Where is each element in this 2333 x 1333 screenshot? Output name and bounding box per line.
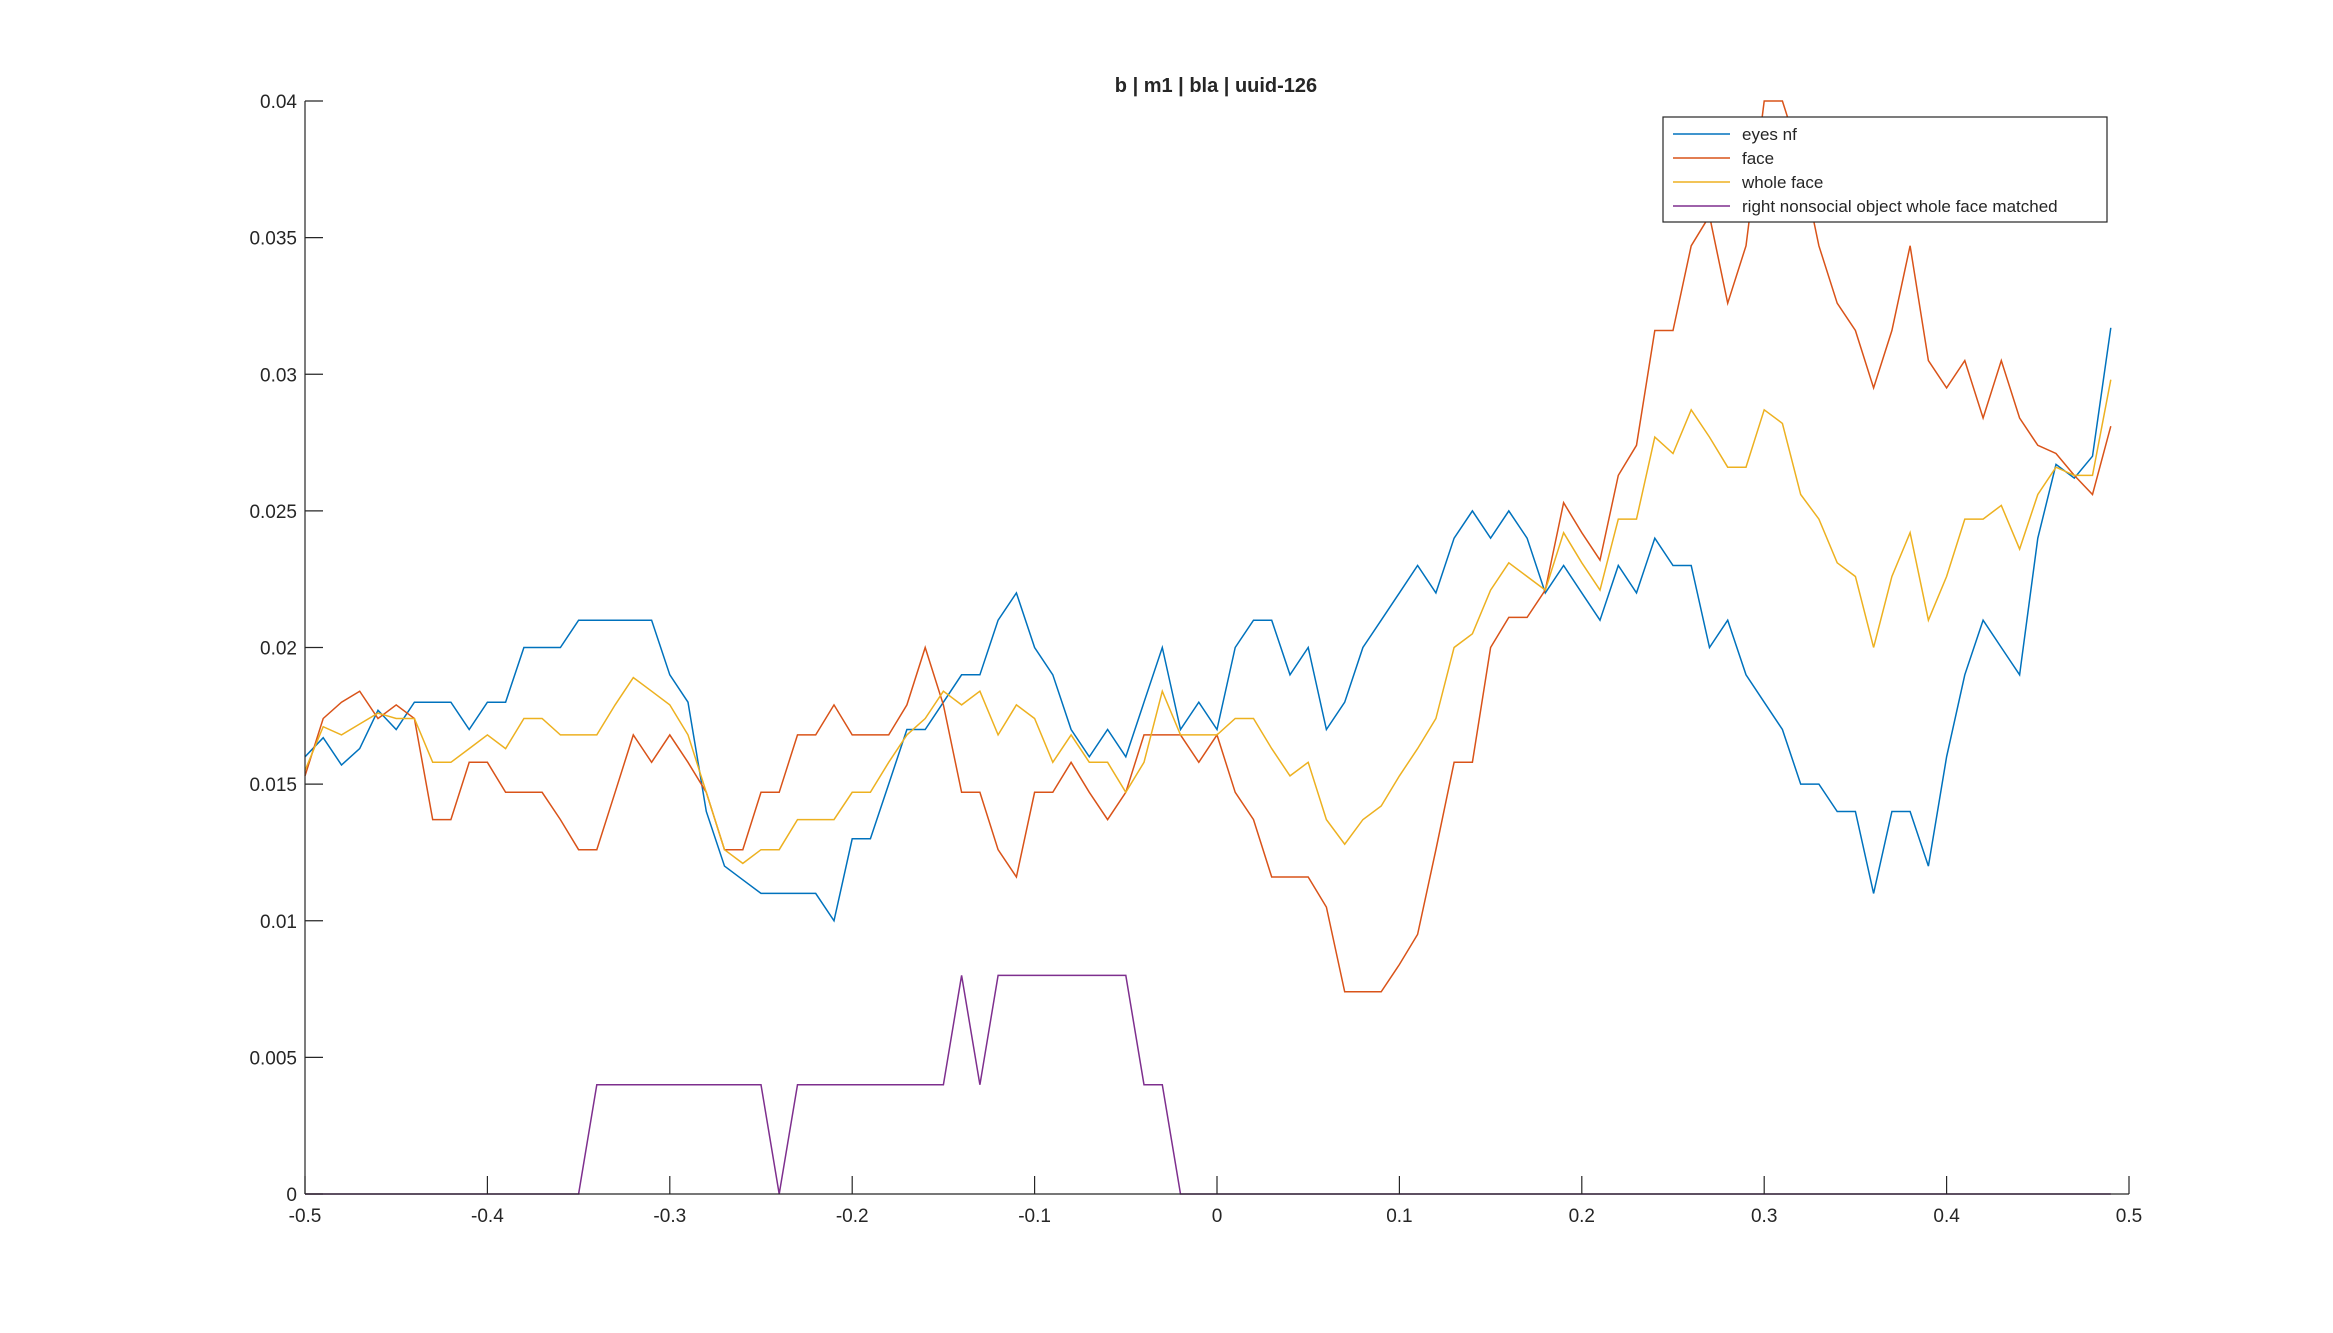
legend-label: right nonsocial object whole face matche… <box>1742 197 2058 216</box>
y-tick-label: 0.035 <box>249 229 297 250</box>
plot-background <box>305 101 2129 1194</box>
x-tick-label: -0.4 <box>471 1206 504 1227</box>
x-tick-label: 0.3 <box>1751 1206 1777 1227</box>
legend-label: eyes nf <box>1742 125 1797 144</box>
x-tick-label: 0.1 <box>1386 1206 1412 1227</box>
legend-label: whole face <box>1741 173 1823 192</box>
chart-title: b | m1 | bla | uuid-126 <box>1115 75 1317 97</box>
legend-items: eyes nf face whole face right nonsocial obj… <box>1673 125 2058 216</box>
x-tick-label: 0.4 <box>1933 1206 1960 1227</box>
y-tick-label: 0.015 <box>249 775 297 796</box>
y-tick-label: 0.02 <box>260 639 297 660</box>
y-tick-label: 0.005 <box>249 1048 297 1069</box>
x-ticks: -0.5 -0.4 -0.3 -0.2 -0.1 0 0.1 0.2 0.3 0.4 0.5 <box>289 1176 2142 1227</box>
y-tick-label: 0.03 <box>260 365 297 386</box>
x-tick-label: -0.2 <box>836 1206 869 1227</box>
x-tick-label: 0.5 <box>2116 1206 2142 1227</box>
x-tick-label: 0 <box>1212 1206 1223 1227</box>
y-ticks: 0 0.005 0.01 0.015 0.02 0.025 0.03 0.035 0.04 <box>249 92 323 1206</box>
x-tick-label: -0.5 <box>289 1206 322 1227</box>
x-tick-label: 0.2 <box>1569 1206 1595 1227</box>
x-tick-label: -0.1 <box>1018 1206 1051 1227</box>
y-tick-label: 0 <box>286 1185 297 1206</box>
y-tick-label: 0.04 <box>260 92 297 113</box>
series-line-whole-face <box>304 379 2112 865</box>
series-line-eyes-nf <box>304 327 2112 923</box>
legend-box <box>1662 116 2108 223</box>
x-tick-label: -0.3 <box>653 1206 686 1227</box>
y-tick-label: 0.01 <box>260 912 297 933</box>
legend-label: face <box>1742 149 1774 168</box>
y-tick-label: 0.025 <box>249 502 297 523</box>
plot-area <box>305 101 2129 1194</box>
legend: eyes nf face whole face right nonsocial obj… <box>1662 116 2108 223</box>
